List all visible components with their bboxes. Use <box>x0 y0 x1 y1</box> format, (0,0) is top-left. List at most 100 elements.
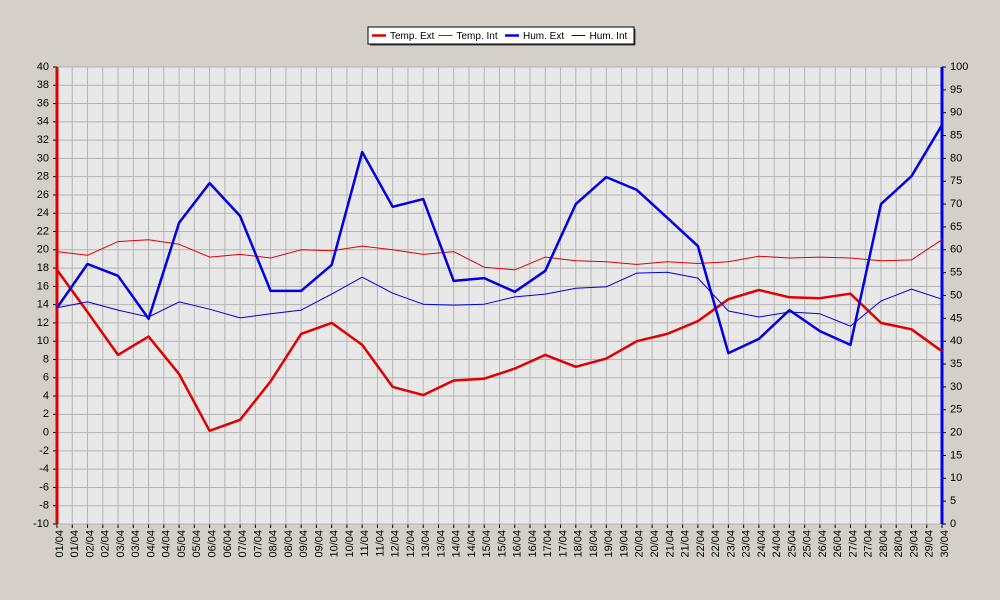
y2-tick-label: 20 <box>950 427 962 439</box>
y2-tick-label: 15 <box>950 449 962 461</box>
x-tick-label: 14/04 <box>451 530 463 558</box>
y-tick-label: 26 <box>37 189 49 201</box>
legend-label: Temp. Int <box>457 31 498 42</box>
series-line <box>55 124 944 355</box>
x-tick-label: 16/04 <box>512 530 524 558</box>
x-tick-label: 21/04 <box>680 530 692 558</box>
y2-tick-label: 10 <box>950 472 962 484</box>
x-tick-label: 18/04 <box>588 530 600 558</box>
x-tick-label: 06/04 <box>222 530 234 558</box>
series-line <box>56 239 943 271</box>
y-tick-label: 4 <box>43 390 49 402</box>
y2-tick-label: 60 <box>950 244 962 256</box>
y-tick-label: -6 <box>39 481 49 493</box>
x-tick-label: 29/04 <box>908 530 920 558</box>
y-tick-label: -2 <box>39 445 49 457</box>
y-tick-label: 32 <box>37 134 49 146</box>
y2-tick-label: 0 <box>950 518 956 530</box>
x-tick-label: 28/04 <box>893 530 905 558</box>
x-tick-label: 09/04 <box>298 530 310 558</box>
y-tick-label: 34 <box>37 116 49 128</box>
y-tick-label: 40 <box>37 61 49 73</box>
x-tick-label: 30/04 <box>939 530 951 558</box>
y-tick-label: -4 <box>39 463 49 475</box>
x-tick-label: 25/04 <box>786 530 798 558</box>
y2-tick-label: 50 <box>950 289 962 301</box>
y2-tick-label: 65 <box>950 221 962 233</box>
x-tick-label: 24/04 <box>756 530 768 558</box>
y-tick-label: 36 <box>37 97 49 109</box>
x-tick-label: 04/04 <box>161 530 173 558</box>
x-tick-label: 01/04 <box>54 530 66 558</box>
legend-box <box>367 26 635 45</box>
y2-tick-label: 100 <box>950 61 968 73</box>
x-tick-label: 19/04 <box>603 530 615 558</box>
y-tick-label: 10 <box>37 335 49 347</box>
y-tick-label: -8 <box>39 500 49 512</box>
y-tick-label: 30 <box>37 152 49 164</box>
y-tick-label: 6 <box>43 372 49 384</box>
series-line <box>56 271 943 327</box>
x-tick-label: 16/04 <box>527 530 539 558</box>
x-tick-label: 12/04 <box>405 530 417 558</box>
x-tick-label: 12/04 <box>390 530 402 558</box>
y-tick-label: 20 <box>37 244 49 256</box>
x-tick-label: 22/04 <box>710 530 722 558</box>
y2-tick-label: 40 <box>950 335 962 347</box>
x-tick-label: 17/04 <box>542 530 554 558</box>
y2-tick-label: 25 <box>950 404 962 416</box>
x-tick-label: 20/04 <box>649 530 661 558</box>
y-tick-label: 0 <box>43 427 49 439</box>
y-tick-label: 2 <box>43 408 49 420</box>
x-tick-label: 28/04 <box>878 530 890 558</box>
y-tick-label: 18 <box>37 262 49 274</box>
x-tick-label: 17/04 <box>557 530 569 558</box>
y-tick-label: 28 <box>37 171 49 183</box>
series-line <box>55 269 943 433</box>
x-tick-label: 23/04 <box>741 530 753 558</box>
x-tick-label: 11/04 <box>374 530 386 557</box>
x-tick-label: 06/04 <box>206 530 218 558</box>
y-tick-label: 22 <box>37 225 49 237</box>
y-tick-label: 12 <box>37 317 49 329</box>
y-tick-label: 14 <box>37 299 49 311</box>
x-tick-label: 15/04 <box>481 530 493 558</box>
y2-tick-label: 90 <box>950 107 962 119</box>
x-tick-label: 27/04 <box>863 530 875 558</box>
x-tick-label: 24/04 <box>771 530 783 558</box>
y2-tick-label: 45 <box>950 312 962 324</box>
x-tick-label: 07/04 <box>252 530 264 558</box>
x-tick-label: 08/04 <box>283 530 295 558</box>
x-tick-label: 20/04 <box>634 530 646 558</box>
x-tick-label: 27/04 <box>847 530 859 558</box>
legend-label: Hum. Ext <box>523 31 564 42</box>
y2-tick-label: 85 <box>950 129 962 141</box>
x-tick-label: 25/04 <box>802 530 814 558</box>
x-tick-label: 23/04 <box>725 530 737 558</box>
x-tick-label: 18/04 <box>573 530 585 558</box>
y2-tick-label: 80 <box>950 152 962 164</box>
x-tick-label: 05/04 <box>191 530 203 558</box>
y2-tick-label: 5 <box>950 495 956 507</box>
x-tick-label: 22/04 <box>695 530 707 558</box>
x-tick-label: 26/04 <box>817 530 829 558</box>
y-tick-label: -10 <box>33 518 49 530</box>
x-tick-label: 04/04 <box>145 530 157 558</box>
x-tick-label: 02/04 <box>100 530 112 558</box>
x-tick-label: 29/04 <box>924 530 936 558</box>
x-tick-label: 09/04 <box>313 530 325 558</box>
legend-label: Hum. Int <box>590 31 628 42</box>
x-tick-label: 07/04 <box>237 530 249 558</box>
y2-tick-label: 75 <box>950 175 962 187</box>
x-tick-label: 26/04 <box>832 530 844 558</box>
x-tick-label: 03/04 <box>115 530 127 558</box>
x-tick-label: 10/04 <box>329 530 341 558</box>
x-tick-label: 02/04 <box>84 530 96 558</box>
x-tick-label: 14/04 <box>466 530 478 558</box>
x-tick-label: 13/04 <box>435 530 447 558</box>
y2-tick-label: 95 <box>950 84 962 96</box>
x-tick-label: 08/04 <box>268 530 280 558</box>
y-tick-label: 24 <box>37 207 49 219</box>
